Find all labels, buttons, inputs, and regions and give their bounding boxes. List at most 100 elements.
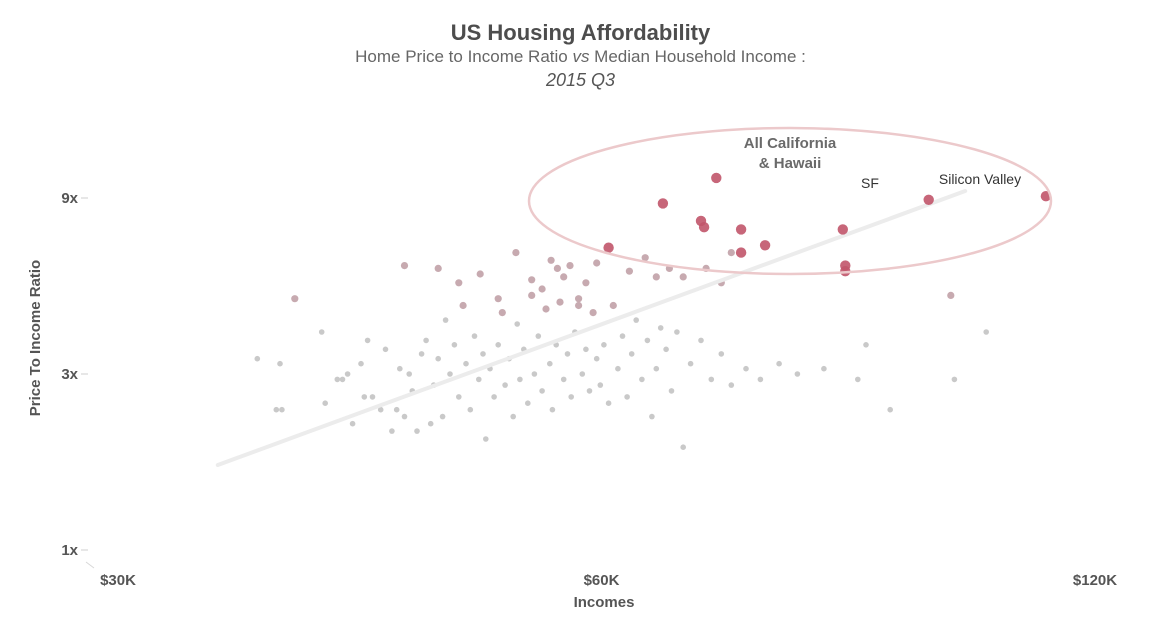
highlighted-data-point <box>657 198 669 209</box>
data-point <box>633 317 639 323</box>
data-point <box>579 371 586 377</box>
data-point <box>593 259 601 267</box>
x-tick-label: $60K <box>584 572 620 589</box>
data-point <box>575 301 583 310</box>
data-point <box>687 360 694 367</box>
data-point <box>498 309 506 317</box>
data-point <box>757 376 764 383</box>
data-point <box>542 305 550 313</box>
data-point <box>593 355 600 362</box>
data-point <box>727 249 735 257</box>
x-tick-label: $30K <box>100 572 136 589</box>
data-point <box>476 270 484 278</box>
data-point <box>502 382 508 388</box>
data-point <box>597 382 604 388</box>
data-point <box>582 279 590 287</box>
data-point <box>680 444 686 451</box>
data-point <box>947 291 955 299</box>
data-point <box>625 267 634 275</box>
data-point <box>531 371 538 377</box>
highlighted-data-point <box>735 247 747 258</box>
data-point <box>538 285 546 293</box>
data-point <box>318 329 325 335</box>
data-point <box>273 406 280 413</box>
trend-line <box>215 189 968 467</box>
data-point <box>480 351 486 357</box>
data-point <box>382 346 389 353</box>
group-label-line1: All California <box>744 135 837 152</box>
silicon-valley-label: Silicon Valley <box>939 171 1021 187</box>
data-point <box>400 262 409 270</box>
chart-title: US Housing Affordability <box>450 20 711 45</box>
highlighted-data-point <box>735 224 747 235</box>
highlighted-data-point <box>711 172 722 184</box>
data-point <box>641 254 649 262</box>
highlighted-data-point <box>698 222 710 233</box>
highlighted-data-point <box>837 224 848 235</box>
data-point <box>619 333 626 339</box>
data-point <box>512 249 520 257</box>
data-point <box>401 413 408 420</box>
subtitle-prefix: Home Price to Income Ratio <box>355 47 573 66</box>
data-point-sf <box>923 194 934 205</box>
subtitle-vs: vs <box>572 47 590 66</box>
data-point <box>568 394 574 400</box>
sf-label: SF <box>861 175 879 191</box>
data-point <box>344 371 351 377</box>
data-point <box>459 301 467 310</box>
data-point <box>674 329 680 335</box>
data-point <box>358 360 364 367</box>
data-point <box>601 342 607 348</box>
data-point <box>679 273 687 281</box>
data-point <box>291 295 299 303</box>
data-point <box>439 413 446 420</box>
data-point <box>339 376 346 383</box>
data-point <box>560 376 567 383</box>
highlighted-points-layer <box>603 172 1052 277</box>
data-point <box>483 436 489 442</box>
x-axis-label: Incomes <box>574 594 635 611</box>
data-point <box>589 309 597 317</box>
data-point <box>583 346 589 353</box>
data-point <box>863 342 869 348</box>
data-point <box>377 406 384 413</box>
data-point <box>628 351 635 357</box>
data-point <box>406 371 413 377</box>
data-point <box>514 321 520 327</box>
data-point <box>644 337 651 344</box>
y-tick-label: 1x <box>61 542 78 559</box>
data-point <box>575 295 583 303</box>
data-point <box>495 342 502 348</box>
y-tick-label: 9x <box>61 190 78 207</box>
data-point <box>855 376 861 383</box>
data-point <box>451 342 458 348</box>
data-point <box>389 428 395 434</box>
data-point <box>609 301 617 310</box>
data-point <box>467 406 474 413</box>
data-point <box>471 333 478 339</box>
data-point <box>564 351 571 357</box>
data-point <box>983 329 989 335</box>
data-point <box>277 360 283 367</box>
data-point <box>728 382 735 388</box>
data-point <box>652 273 660 281</box>
data-point <box>334 376 341 383</box>
data-point <box>528 276 536 284</box>
data-point <box>649 413 655 420</box>
chart-period: 2015 Q3 <box>545 70 616 90</box>
data-point <box>361 394 368 400</box>
data-point <box>708 376 715 383</box>
y-axis-label: Price To Income Ratio <box>27 260 44 416</box>
data-point <box>447 371 453 377</box>
california-hawaii-ellipse <box>527 126 1053 276</box>
highlighted-data-point <box>759 240 771 251</box>
data-point <box>718 351 725 357</box>
data-point <box>393 406 400 413</box>
data-point <box>776 360 782 367</box>
data-point <box>586 388 593 394</box>
chart-subtitle: Home Price to Income Ratio vs Median Hou… <box>0 47 1161 67</box>
data-point <box>566 262 574 270</box>
data-point <box>455 279 463 287</box>
highlighted-data-point <box>603 242 614 253</box>
data-point <box>528 291 536 299</box>
